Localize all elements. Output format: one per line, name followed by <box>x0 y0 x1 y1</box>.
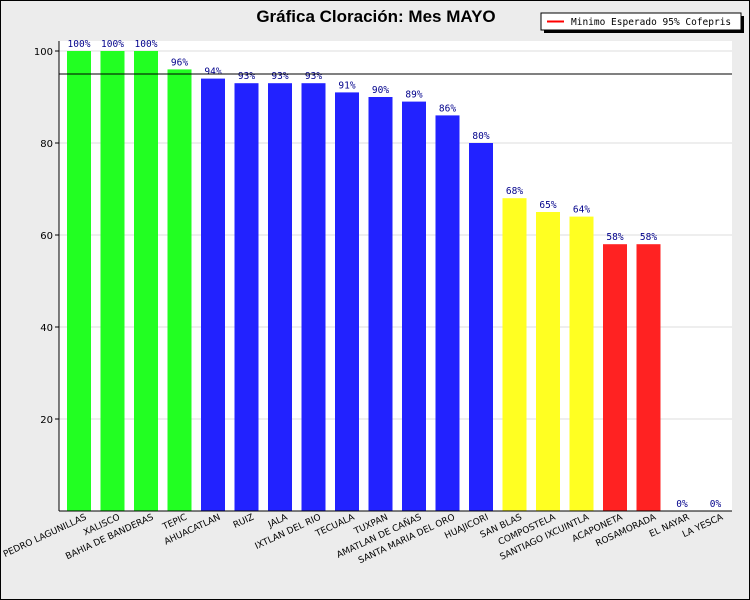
data-label: 58% <box>606 232 623 243</box>
bar <box>268 83 292 511</box>
data-label: 58% <box>640 232 657 243</box>
bar <box>234 83 259 511</box>
y-tick-label: 60 <box>40 231 53 242</box>
bar <box>201 78 225 511</box>
x-tick-label: IXTLAN DEL RIO <box>254 513 323 552</box>
bar <box>368 97 393 511</box>
bar <box>469 143 493 511</box>
data-label: 100% <box>135 39 158 50</box>
y-tick-label: 80 <box>40 139 53 150</box>
bar <box>100 51 125 511</box>
bar <box>636 244 661 511</box>
data-label: 65% <box>539 200 556 211</box>
data-label: 90% <box>372 85 389 96</box>
legend: Minimo Esperado 95% Cofepris <box>540 12 744 33</box>
bar <box>167 69 192 512</box>
x-tick-label: RUIZ <box>232 513 256 531</box>
data-label: 80% <box>472 131 489 142</box>
data-label: 100% <box>101 39 124 50</box>
plot-area <box>59 41 732 511</box>
data-label: 0% <box>710 499 722 510</box>
bar <box>502 198 527 511</box>
data-label: 91% <box>338 80 355 91</box>
y-tick-label: 20 <box>40 415 53 426</box>
bar <box>569 216 594 511</box>
data-label: 96% <box>171 57 188 68</box>
data-label: 0% <box>676 499 688 510</box>
chart-title: Gráfica Cloración: Mes MAYO <box>256 7 495 26</box>
data-label: 100% <box>68 39 91 50</box>
bar <box>67 51 91 511</box>
bar <box>335 92 359 512</box>
data-label: 93% <box>271 71 288 82</box>
data-label: 89% <box>405 90 422 101</box>
data-label: 86% <box>439 103 456 114</box>
data-label: 93% <box>238 71 255 82</box>
y-tick-label: 40 <box>40 323 53 334</box>
bar <box>134 51 158 511</box>
bar <box>402 101 426 511</box>
data-label: 68% <box>506 186 523 197</box>
bar <box>603 244 627 511</box>
data-label: 64% <box>573 205 590 216</box>
bar <box>435 115 460 512</box>
data-label: 94% <box>204 67 221 78</box>
bar <box>536 212 560 511</box>
y-tick-label: 100 <box>34 47 53 58</box>
bar <box>301 83 326 511</box>
data-label: 93% <box>305 71 322 82</box>
legend-label: Minimo Esperado 95% Cofepris <box>571 17 731 28</box>
